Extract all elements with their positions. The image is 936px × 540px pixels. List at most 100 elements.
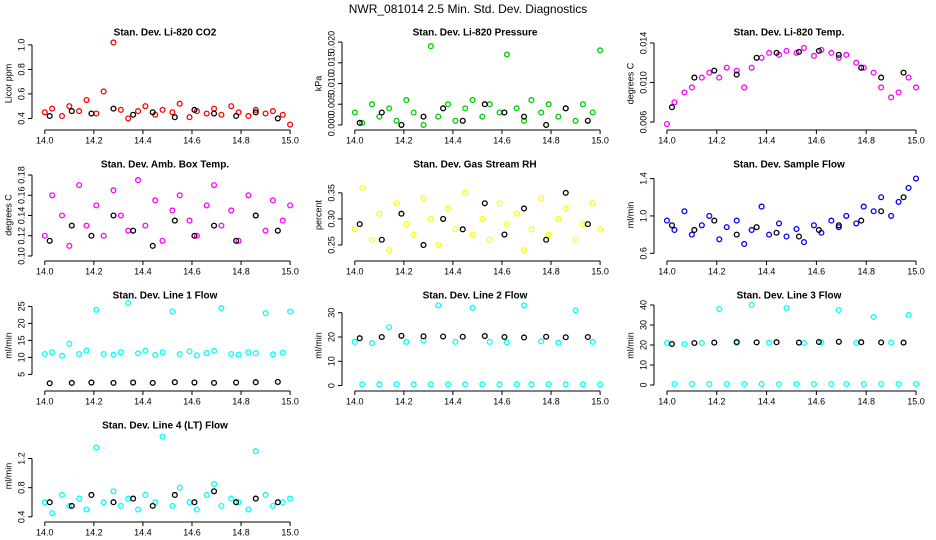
point (110, 351, 117, 358)
point (228, 495, 235, 502)
point (878, 84, 885, 91)
point (117, 349, 124, 356)
point (100, 499, 107, 506)
point (572, 117, 579, 124)
point (835, 338, 842, 345)
point (152, 351, 159, 359)
x-tick-label: 15.0 (281, 527, 299, 537)
point (668, 104, 675, 111)
point (462, 189, 469, 196)
point (279, 499, 286, 506)
point (233, 112, 240, 120)
x-tick-label: 14.8 (857, 266, 875, 276)
point (900, 339, 907, 346)
point (895, 198, 902, 205)
point (733, 67, 740, 74)
point (671, 380, 678, 388)
point (835, 54, 842, 61)
x-tick-label: 14.8 (232, 527, 250, 537)
point (860, 64, 867, 71)
x-tick-label: 14.4 (134, 266, 152, 276)
point (828, 380, 835, 388)
point (191, 106, 198, 113)
point (110, 488, 117, 495)
point (171, 114, 178, 121)
point (149, 242, 156, 249)
y-tick-label: 15 (16, 335, 26, 345)
point (410, 231, 417, 238)
x-tick-label: 14.8 (542, 266, 560, 276)
panel-title: Stan. Dev. Li-820 Pressure (413, 28, 538, 39)
x-tick-label: 14.2 (85, 396, 103, 406)
x-tick-label: 14.0 (346, 396, 364, 406)
x-tick-label: 14.8 (542, 135, 560, 145)
point (513, 210, 520, 217)
point (810, 52, 817, 59)
point (828, 49, 835, 56)
point (681, 89, 688, 96)
point (134, 506, 142, 513)
point (758, 203, 765, 210)
point (378, 236, 385, 243)
point (233, 237, 240, 244)
point (117, 212, 124, 219)
y-tick-label: 0.14 (16, 207, 26, 225)
point (870, 69, 877, 76)
y-tick-label: 0.16 (16, 187, 26, 205)
point (843, 51, 850, 58)
point (481, 200, 488, 207)
point (393, 381, 400, 388)
point (427, 215, 434, 222)
point (870, 313, 877, 321)
point (49, 510, 56, 517)
point (130, 495, 137, 502)
point (597, 47, 604, 54)
point (888, 212, 895, 219)
point (905, 184, 912, 191)
y-axis-label: kPa (313, 76, 323, 92)
point (469, 231, 476, 238)
point (235, 237, 242, 244)
point (152, 197, 159, 204)
point (410, 381, 417, 388)
point (233, 499, 240, 506)
point (671, 99, 678, 106)
y-tick-label: 20 (638, 340, 648, 350)
point (900, 194, 907, 201)
point (741, 84, 748, 91)
point (716, 236, 723, 243)
point (671, 226, 678, 234)
point (496, 200, 503, 207)
point (191, 232, 198, 239)
point (130, 111, 137, 118)
point (444, 381, 452, 388)
point (287, 308, 294, 315)
point (66, 242, 73, 249)
point (41, 109, 48, 116)
point (783, 233, 790, 240)
point (818, 339, 825, 346)
y-tick-label: 30 (638, 320, 648, 330)
point (351, 109, 358, 116)
point (142, 491, 149, 498)
x-tick-label: 15.0 (907, 266, 925, 276)
point (274, 378, 281, 385)
point (444, 205, 452, 212)
point (706, 380, 713, 388)
point (810, 222, 817, 229)
y-tick-label: 0.020 (326, 31, 336, 54)
point (125, 227, 132, 234)
panel-title: Stan. Dev. Amb. Box Temp. (101, 160, 229, 171)
point (843, 212, 850, 219)
point (269, 108, 276, 115)
point (452, 117, 459, 124)
point (88, 379, 95, 386)
point (503, 221, 510, 228)
point (252, 448, 259, 455)
point (888, 94, 895, 101)
x-tick-label: 15.0 (281, 396, 299, 406)
point (49, 105, 56, 112)
x-tick-label: 14.6 (183, 396, 201, 406)
point (235, 351, 242, 358)
y-tick-label: 0.6 (16, 88, 26, 101)
